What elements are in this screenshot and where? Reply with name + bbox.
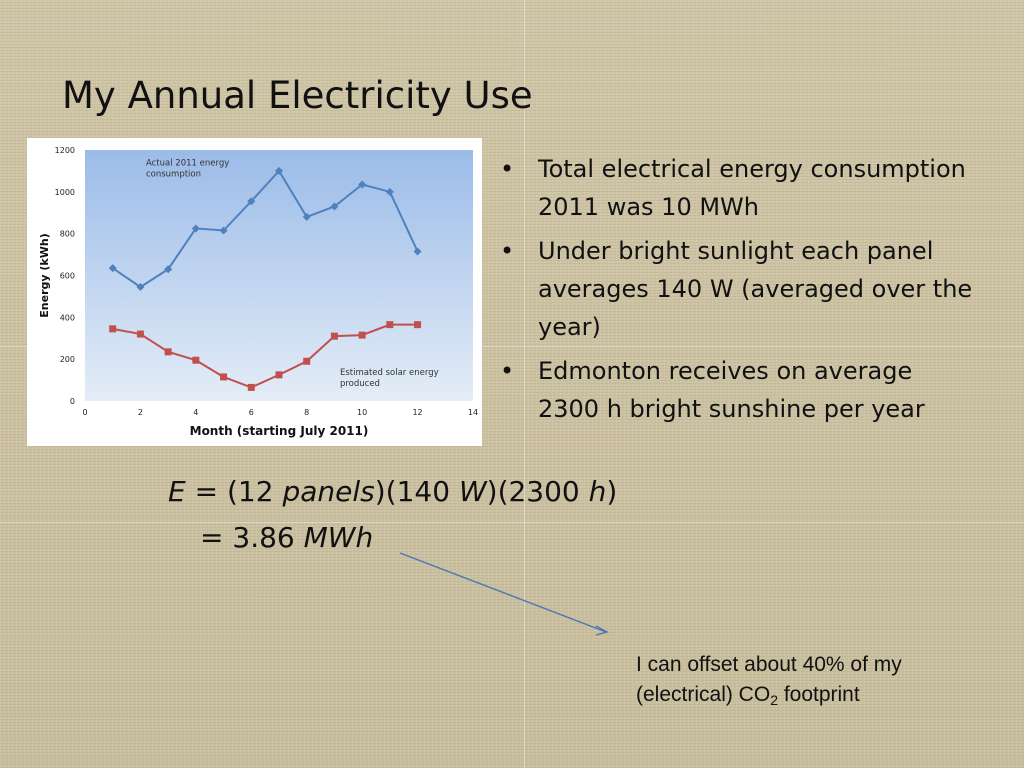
offset-note-text: I can offset about 40% of my (electrical… (636, 653, 902, 706)
x-tick-label: 10 (357, 408, 367, 417)
bullet-item: • Total electrical energy consumption 201… (496, 150, 976, 226)
y-tick-label: 600 (60, 272, 75, 281)
equation-term: ) (374, 475, 386, 508)
equation-equals: = (194, 475, 219, 508)
y-tick-label: 1200 (55, 146, 75, 155)
data-point (275, 371, 283, 379)
data-point (247, 197, 256, 206)
equation-variable: W (458, 475, 487, 508)
equation-energy-symbol: E (168, 475, 186, 508)
equation-line-2: = 3.86 MWh (200, 520, 373, 556)
x-tick-label: 8 (304, 408, 309, 417)
data-point (164, 348, 172, 356)
bullet-text: Edmonton receives on average 2300 h brig… (538, 357, 925, 423)
offset-note: I can offset about 40% of my (electrical… (636, 650, 936, 710)
data-point (219, 226, 228, 235)
y-tick-label: 200 (60, 355, 75, 364)
data-point (330, 332, 338, 340)
bullet-list: • Total electrical energy consumption 201… (496, 150, 976, 434)
bullet-item: • Edmonton receives on average 2300 h bri… (496, 352, 976, 428)
data-point (136, 330, 144, 338)
y-tick-label: 0 (70, 397, 75, 406)
equation-equals: = (200, 521, 224, 554)
data-point (192, 356, 200, 364)
chart-image: 0 200 400 600 800 1000 1200 0 2 4 6 8 10 12 14 Actual … (27, 138, 482, 446)
x-tick-label: 12 (412, 408, 422, 417)
equation-term: ) (606, 475, 618, 508)
equation-term: (12 (226, 475, 283, 508)
plot-area (85, 150, 473, 401)
arrow-head-icon (595, 625, 609, 636)
data-point (330, 202, 339, 211)
equation-result-value: 3.86 (232, 521, 304, 554)
slide-title: My Annual Electricity Use (62, 74, 533, 117)
equation-term: ) (486, 475, 498, 508)
background-seam (524, 0, 525, 768)
data-point (303, 357, 311, 365)
bullet-icon: • (500, 155, 515, 183)
y-tick-label: 400 (60, 313, 75, 322)
x-tick-label: 4 (193, 408, 198, 417)
data-point (220, 373, 228, 381)
chart-annotation: Actual 2011 energy consumption (146, 159, 229, 180)
data-point (386, 321, 394, 329)
data-point (302, 212, 311, 221)
chart-annotation: Estimated solar energy produced (340, 368, 439, 389)
y-axis-label: Energy (kWh) (38, 233, 51, 317)
x-tick-label: 14 (468, 408, 478, 417)
data-point (108, 264, 117, 273)
series-line (112, 323, 418, 389)
equation-term: (2300 (497, 475, 589, 508)
bullet-text: Total electrical energy consumption 2011… (538, 155, 966, 221)
x-axis-label: Month (starting July 2011) (190, 424, 369, 438)
series-line (112, 169, 419, 289)
data-point (247, 383, 255, 391)
data-point (413, 247, 422, 256)
data-point (385, 187, 394, 196)
data-point (109, 325, 117, 333)
background-seam (0, 346, 1024, 347)
x-tick-label: 6 (249, 408, 254, 417)
equation-result-unit: MWh (303, 521, 374, 554)
equation-line-1: E = (12 panels)(140 W)(2300 h) (168, 474, 617, 510)
data-point (414, 321, 422, 329)
y-tick-label: 800 (60, 230, 75, 239)
bullet-icon: • (500, 357, 515, 385)
bullet-item: • Under bright sunlight each panel averag… (496, 232, 976, 346)
equation-variable: panels (282, 475, 375, 508)
equation-variable: h (588, 475, 607, 508)
data-point (358, 331, 366, 339)
bullet-icon: • (500, 237, 515, 265)
arrow-line (399, 552, 607, 633)
data-point (164, 265, 173, 274)
bullet-text: Under bright sunlight each panel average… (538, 237, 973, 341)
offset-note-tail: footprint (777, 683, 860, 706)
offset-note-subscript: 2 (770, 692, 778, 708)
data-point (358, 180, 367, 189)
data-point (275, 166, 283, 175)
x-tick-label: 2 (138, 408, 143, 417)
data-point (136, 283, 145, 292)
data-point (191, 224, 200, 233)
x-tick-label: 0 (82, 408, 87, 417)
y-tick-label: 1000 (55, 188, 75, 197)
background-seam (0, 522, 1024, 523)
equation-term: (140 (385, 475, 459, 508)
line-chart: 0 200 400 600 800 1000 1200 0 2 4 6 8 10 12 14 Actual … (38, 146, 478, 438)
